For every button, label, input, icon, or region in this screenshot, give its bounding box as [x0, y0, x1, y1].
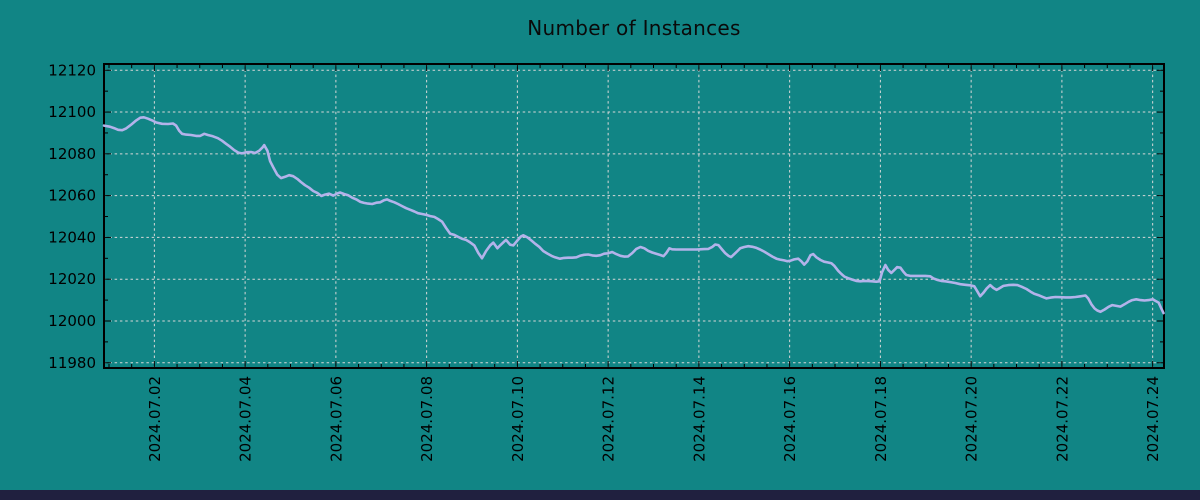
x-axis-label: 2024.07.18	[872, 376, 890, 462]
y-axis-label: 12100	[48, 103, 96, 121]
chart-title: Number of Instances	[527, 16, 741, 40]
bottom-bar	[0, 490, 1200, 500]
y-axis-label: 12120	[48, 61, 96, 79]
x-axis-label: 2024.07.04	[237, 376, 255, 462]
x-axis-label: 2024.07.22	[1053, 376, 1071, 462]
y-axis-label: 12060	[48, 187, 96, 205]
plot-border	[103, 63, 1165, 369]
x-axis-label: 2024.07.14	[690, 376, 708, 462]
y-axis-label: 12020	[48, 270, 96, 288]
y-axis-label: 11980	[48, 354, 96, 372]
x-axis-label: 2024.07.16	[781, 376, 799, 462]
x-axis-label: 2024.07.12	[600, 376, 618, 462]
y-axis-label: 12080	[48, 145, 96, 163]
y-axis-label: 12040	[48, 228, 96, 246]
x-axis-label: 2024.07.10	[509, 376, 527, 462]
x-axis-label: 2024.07.24	[1144, 376, 1162, 462]
data-line-instances	[102, 116, 1165, 315]
x-axis-label: 2024.07.08	[418, 376, 436, 462]
x-axis-label: 2024.07.20	[963, 376, 981, 462]
y-axis-label: 12000	[48, 312, 96, 330]
x-axis-label: 2024.07.06	[327, 376, 345, 462]
x-axis-label: 2024.07.02	[146, 376, 164, 462]
